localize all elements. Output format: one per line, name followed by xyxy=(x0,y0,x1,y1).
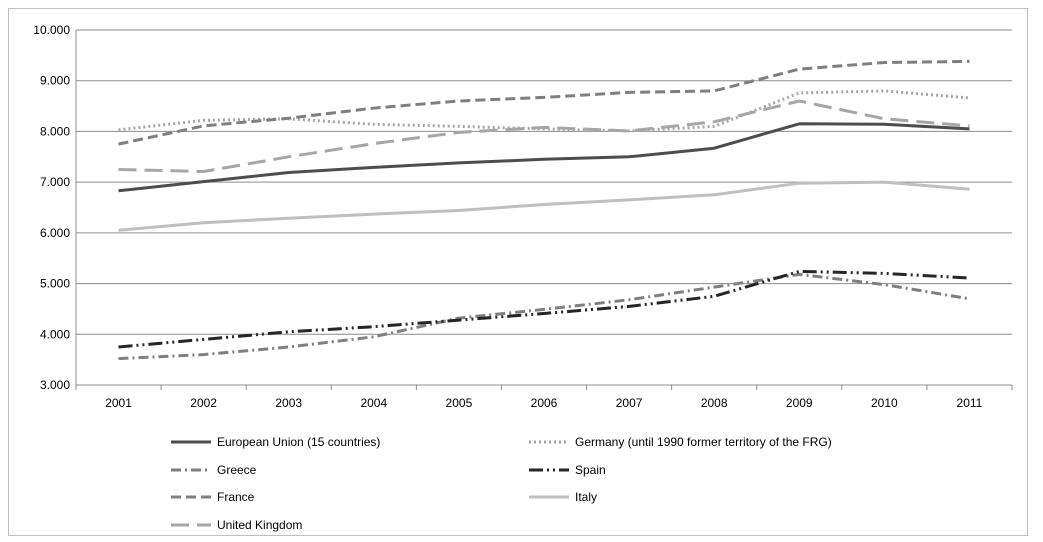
x-tick-label: 2004 xyxy=(360,396,387,410)
x-axis-tick-labels: 2001 2002 2003 2004 2005 2006 2007 2008 2009 2010… xyxy=(105,396,982,410)
series-line-0 xyxy=(118,122,970,193)
y-tick-label: 3.000 xyxy=(40,378,70,392)
x-tick-label: 2010 xyxy=(871,396,898,410)
series-line-3 xyxy=(118,269,970,349)
x-tick-label: 2008 xyxy=(701,396,728,410)
legend-item: United Kingdom xyxy=(171,518,302,532)
y-tick-label: 10.000 xyxy=(33,23,70,37)
legend-label: Italy xyxy=(575,490,597,504)
legend-item: Spain xyxy=(529,463,606,477)
chart-frame: 3.000 4.000 5.000 6.000 7.000 8.000 9.000 10.00… xyxy=(8,8,1028,536)
y-axis-tick-labels: 3.000 4.000 5.000 6.000 7.000 8.000 9.000 10.00… xyxy=(33,23,70,392)
y-tick-label: 7.000 xyxy=(40,175,70,189)
legend-item: France xyxy=(171,490,255,504)
legend-label: Germany (until 1990 former territory of … xyxy=(575,435,832,449)
x-tick-label: 2009 xyxy=(786,396,813,410)
y-tick-label: 9.000 xyxy=(40,74,70,88)
y-tick-label: 5.000 xyxy=(40,277,70,291)
legend-label: Spain xyxy=(575,463,606,477)
y-tick-label: 6.000 xyxy=(40,226,70,240)
series-line-5 xyxy=(118,180,970,232)
legend-label: Greece xyxy=(217,463,257,477)
legend-item: Germany (until 1990 former territory of … xyxy=(529,435,832,449)
series-lines xyxy=(118,59,970,361)
legend-label: European Union (15 countries) xyxy=(217,435,380,449)
legend-label: United Kingdom xyxy=(217,518,302,532)
legend-item: European Union (15 countries) xyxy=(171,435,380,449)
x-tick-label: 2002 xyxy=(190,396,217,410)
x-tick-label: 2007 xyxy=(616,396,643,410)
legend-label: France xyxy=(217,490,255,504)
legend-item: Italy xyxy=(529,490,597,504)
x-tick-label: 2006 xyxy=(531,396,558,410)
x-tick-label: 2001 xyxy=(105,396,132,410)
legend-item: Greece xyxy=(171,463,257,477)
series-line-2 xyxy=(118,272,970,361)
x-tick-label: 2003 xyxy=(275,396,302,410)
legend: European Union (15 countries) Germany (un… xyxy=(171,435,832,532)
x-tick-label: 2005 xyxy=(446,396,473,410)
line-chart: 3.000 4.000 5.000 6.000 7.000 8.000 9.000 10.00… xyxy=(33,23,1013,532)
gridlines xyxy=(75,29,1013,390)
series-line-4 xyxy=(118,59,970,146)
y-tick-label: 8.000 xyxy=(40,124,70,138)
x-tick-label: 2011 xyxy=(957,396,983,410)
series-line-6 xyxy=(118,99,970,173)
y-tick-label: 4.000 xyxy=(40,327,70,341)
